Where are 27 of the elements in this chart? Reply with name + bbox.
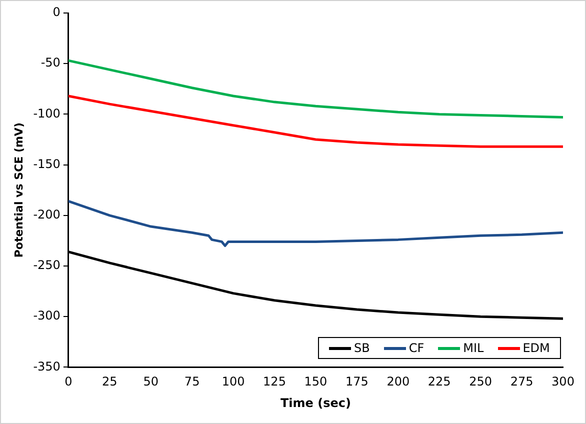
legend-label: EDM (522, 341, 550, 356)
legend-label: CF (408, 341, 424, 356)
y-tick-label: -350 (33, 359, 60, 374)
y-tick-label: -150 (33, 156, 60, 171)
y-tick-label: -50 (40, 56, 60, 70)
legend-label: MIL (462, 341, 484, 356)
x-tick-label: 225 (428, 374, 451, 389)
x-tick-label: 25 (102, 374, 118, 389)
y-tick-label: -200 (33, 208, 60, 222)
x-tick-label: 275 (510, 374, 534, 389)
y-tick-label: -300 (33, 308, 60, 323)
y-axis-title: Potential vs SCE (mV) (12, 122, 26, 258)
x-tick-label: 125 (263, 374, 286, 389)
x-tick-label: 200 (386, 374, 410, 389)
legend-label: SB (353, 341, 370, 356)
y-tick-label: -100 (33, 106, 60, 120)
x-tick-label: 75 (184, 374, 200, 389)
y-tick-label: 0 (52, 5, 60, 20)
x-tick-label: 0 (64, 374, 72, 389)
x-tick-label: 50 (143, 374, 159, 389)
x-tick-label: 300 (552, 374, 574, 389)
x-tick-label: 100 (222, 374, 245, 389)
y-tick-label: -250 (33, 258, 60, 272)
x-tick-label: 250 (469, 374, 492, 389)
x-tick-label: 175 (345, 374, 368, 389)
x-axis-title: Time (sec) (280, 396, 351, 410)
x-tick-label: 150 (304, 374, 328, 389)
